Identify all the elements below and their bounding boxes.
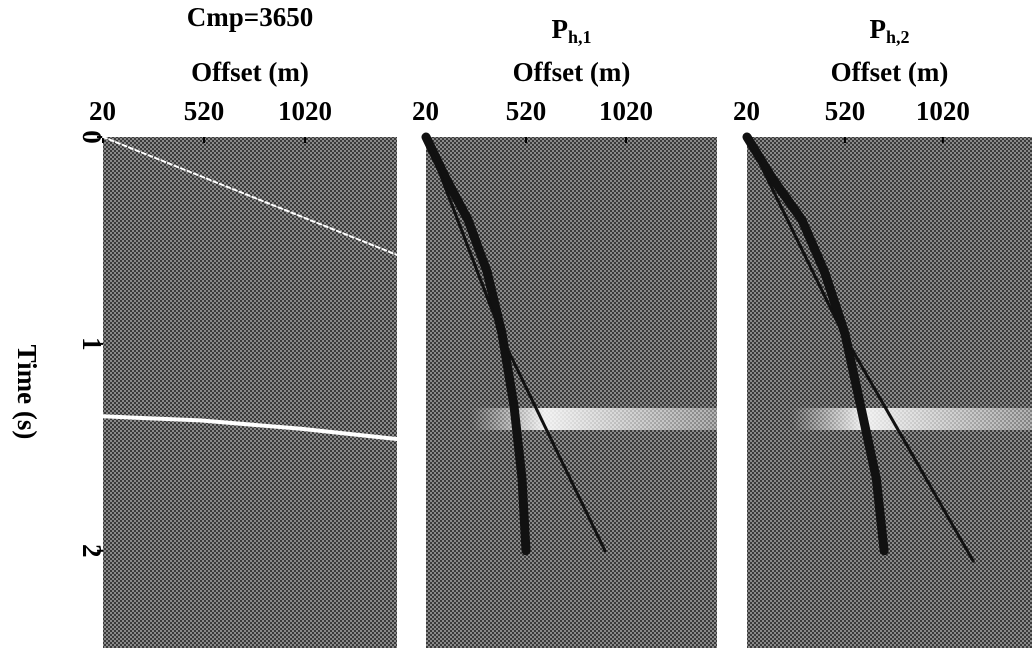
x-tick-label: 20 (89, 96, 116, 126)
event-curve (745, 135, 975, 563)
event-curve (421, 132, 531, 556)
x-axis-label: Offset (m) (831, 57, 949, 87)
y-tick-label: 2 (77, 544, 107, 558)
title-text: P (551, 14, 568, 44)
x-tick-label: 520 (184, 96, 225, 126)
y-axis-label: Time (s) (12, 345, 42, 440)
x-tick-label: 20 (733, 96, 760, 126)
y-tick-label: 0 (77, 130, 107, 144)
x-tick-label: 20 (412, 96, 439, 126)
event-curve (101, 414, 399, 442)
x-tick-label: 1020 (599, 96, 653, 126)
x-axis-label: Offset (m) (191, 57, 309, 87)
panel-title: Ph,2 (869, 14, 909, 47)
title-subscript: h,2 (886, 27, 910, 47)
plot-area (103, 137, 397, 648)
event-curve (742, 132, 889, 556)
title-subscript: h,1 (568, 27, 592, 47)
reflection-glow (792, 408, 1032, 430)
y-tick-label: 1 (77, 337, 107, 351)
event-curve (424, 135, 607, 553)
reflection-glow (471, 408, 717, 430)
x-tick-label: 520 (506, 96, 547, 126)
title-text: P (869, 14, 886, 44)
x-tick-label: 1020 (916, 96, 970, 126)
x-tick-label: 520 (825, 96, 866, 126)
x-tick-label: 1020 (278, 96, 332, 126)
title-text: Cmp=3650 (187, 2, 313, 32)
panel-title: Ph,1 (551, 14, 591, 47)
event-curve (102, 136, 398, 256)
plot-area (426, 137, 717, 648)
panel-title: Cmp=3650 (187, 2, 313, 32)
plot-area (747, 137, 1032, 648)
x-axis-label: Offset (m) (513, 57, 631, 87)
